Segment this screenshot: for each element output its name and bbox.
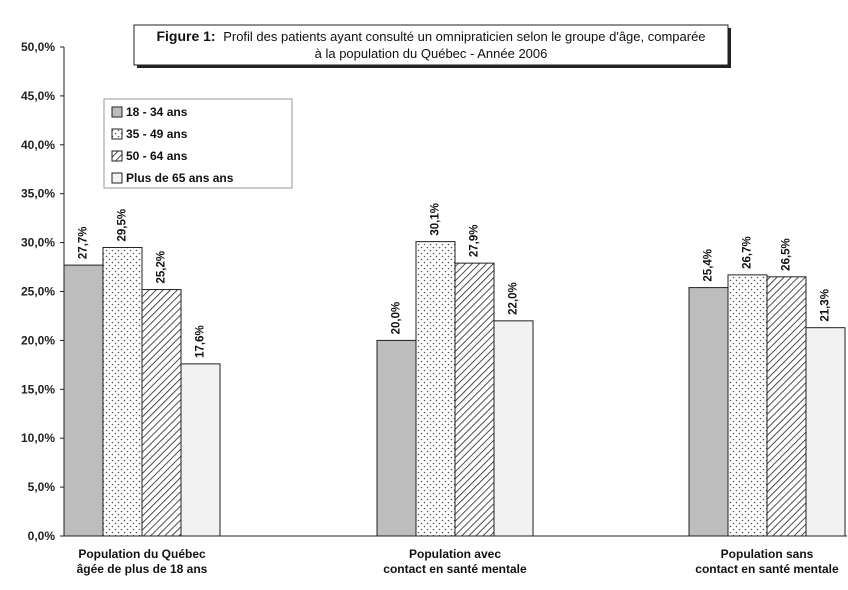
- y-tick-label: 30,0%: [21, 236, 55, 250]
- data-label: 22,0%: [508, 282, 520, 315]
- svg-text:Figure 1: Profil des p: Figure 1: Profil des patients ayant cons…: [156, 28, 705, 44]
- bar-2-2: [415, 241, 456, 537]
- y-tick-label: 20,0%: [21, 333, 55, 347]
- legend-swatch: [111, 150, 123, 162]
- data-label: 20,0%: [391, 302, 403, 335]
- data-label: 25,4%: [703, 249, 715, 282]
- y-tick-label: 35,0%: [21, 187, 55, 201]
- bar-3-4: [805, 327, 846, 537]
- y-tick-label: 40,0%: [21, 138, 55, 152]
- data-label: 27,7%: [78, 226, 90, 259]
- legend-label: Plus de 65 ans ans: [126, 171, 234, 185]
- legend-label: 35 - 49 ans: [126, 127, 188, 141]
- bar-1-1: [63, 264, 104, 537]
- title-box: [133, 24, 729, 66]
- data-label: 27,9%: [469, 225, 481, 258]
- data-label: 30,1%: [430, 203, 442, 236]
- bar-3-1: [688, 287, 729, 537]
- legend-swatch: [111, 106, 123, 118]
- bar-3-2: [727, 274, 768, 537]
- bars: [63, 241, 846, 537]
- data-label: 17,6%: [195, 325, 207, 358]
- title-line-2: à la population du Québec - Année 2006: [315, 46, 548, 61]
- data-label: 26,5%: [781, 238, 793, 271]
- bar-1-2: [102, 246, 143, 537]
- y-tick-label: 25,0%: [21, 285, 55, 299]
- title-prefix: Figure 1:: [156, 28, 215, 44]
- category-label: contact en santé mentale: [695, 562, 839, 576]
- y-axis-ticks: 0,0% 5,0% 10,0% 15,0% 20,0% 25,0% 30,0% 35,0% 40…: [21, 40, 64, 543]
- category-label: Population avec: [409, 547, 501, 561]
- y-tick-label: 5,0%: [28, 480, 56, 494]
- legend-label: 50 - 64 ans: [126, 149, 188, 163]
- chart-title: Figure 1: Profil des patients ayant cons…: [133, 24, 731, 68]
- data-label: 29,5%: [117, 209, 129, 242]
- legend-box: [103, 98, 293, 189]
- legend-swatch: [111, 172, 123, 184]
- category-label: Population sans: [721, 547, 814, 561]
- legend-label: 18 - 34 ans: [126, 105, 188, 119]
- y-tick-label: 0,0%: [28, 529, 56, 543]
- bar-2-4: [493, 320, 534, 537]
- bar-2-3: [454, 262, 495, 537]
- legend: 18 - 34 ans 35 - 49 ans 50 - 64 ans Plus de…: [103, 98, 293, 189]
- y-tick-label: 50,0%: [21, 40, 55, 54]
- bar-2-1: [376, 339, 417, 537]
- data-label: 25,2%: [156, 251, 168, 284]
- bar-1-3: [141, 289, 182, 537]
- y-tick-label: 45,0%: [21, 89, 55, 103]
- category-label: contact en santé mentale: [383, 562, 527, 576]
- bar-3-3: [766, 276, 807, 537]
- y-tick-label: 10,0%: [21, 431, 55, 445]
- y-tick-label: 15,0%: [21, 382, 55, 396]
- title-line-1: Profil des patients ayant consulté un om…: [223, 29, 705, 44]
- data-labels: 27,7% 20,0% 25,4% 29,5% 30,1% 26,7% 25,2% 27,9%…: [78, 203, 832, 358]
- category-label: âgée de plus de 18 ans: [77, 562, 208, 576]
- legend-swatch: [111, 128, 123, 140]
- category-label: Population du Québec: [78, 547, 206, 561]
- data-label: 21,3%: [820, 289, 832, 322]
- bar-1-4: [180, 363, 221, 537]
- data-label: 26,7%: [742, 236, 754, 269]
